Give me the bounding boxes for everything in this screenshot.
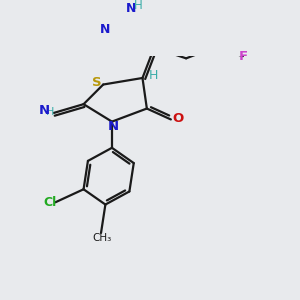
Text: N: N	[100, 23, 110, 36]
Text: H: H	[134, 0, 142, 12]
Text: O: O	[172, 112, 184, 125]
Text: H: H	[149, 69, 158, 82]
Text: N: N	[125, 2, 136, 15]
Text: H: H	[46, 107, 54, 117]
Text: N: N	[108, 121, 119, 134]
Text: N: N	[39, 104, 50, 118]
Text: S: S	[92, 76, 101, 88]
Text: CH₃: CH₃	[92, 233, 111, 243]
Text: Cl: Cl	[43, 196, 56, 209]
Text: F: F	[238, 50, 248, 63]
